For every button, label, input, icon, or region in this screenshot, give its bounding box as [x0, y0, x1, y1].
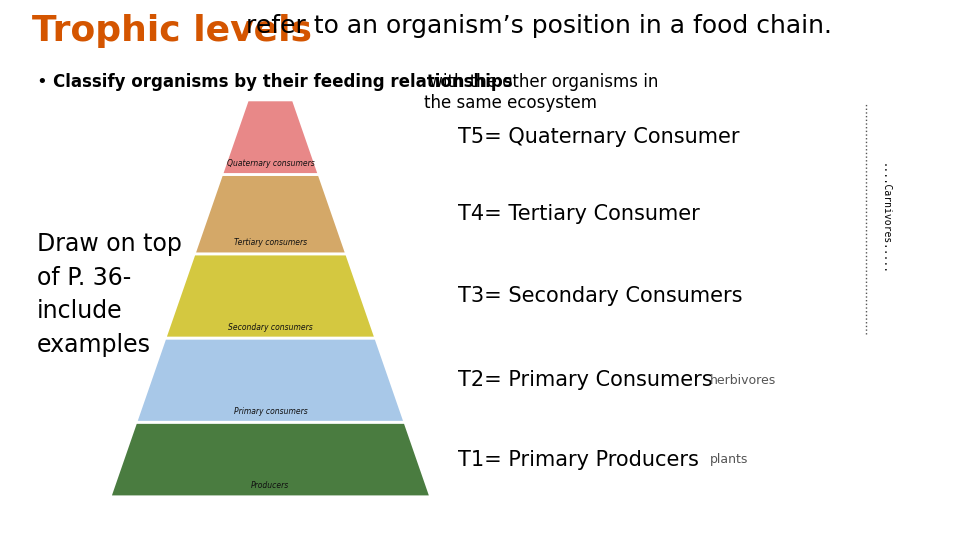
Text: T3= Secondary Consumers: T3= Secondary Consumers [458, 286, 743, 306]
Text: refer to an organism’s position in a food chain.: refer to an organism’s position in a foo… [238, 14, 832, 37]
Text: •: • [36, 73, 47, 91]
Polygon shape [165, 254, 375, 338]
Text: T2= Primary Consumers: T2= Primary Consumers [458, 370, 713, 390]
Text: T1= Primary Producers: T1= Primary Producers [458, 449, 699, 469]
Polygon shape [194, 174, 347, 254]
Polygon shape [135, 338, 405, 422]
Text: Quaternary consumers: Quaternary consumers [227, 159, 314, 168]
Text: Tertiary consumers: Tertiary consumers [234, 238, 307, 247]
Text: Draw on top
of P. 36-
include
examples: Draw on top of P. 36- include examples [36, 232, 181, 357]
Text: Secondary consumers: Secondary consumers [228, 322, 313, 332]
Polygon shape [110, 422, 431, 497]
Text: Producers: Producers [252, 481, 290, 490]
Text: herbivores: herbivores [710, 374, 777, 387]
Text: plants: plants [710, 453, 749, 466]
Polygon shape [222, 100, 319, 174]
Text: T4= Tertiary Consumer: T4= Tertiary Consumer [458, 204, 700, 224]
Text: ....Carnivores.....: ....Carnivores..... [879, 163, 890, 274]
Text: with the other organisms in
the same ecosystem: with the other organisms in the same eco… [424, 73, 659, 112]
Text: T5= Quaternary Consumer: T5= Quaternary Consumer [458, 127, 740, 147]
Text: Primary consumers: Primary consumers [233, 407, 307, 416]
Text: Classify organisms by their feeding relationships: Classify organisms by their feeding rela… [53, 73, 513, 91]
Text: Trophic levels: Trophic levels [32, 14, 312, 48]
